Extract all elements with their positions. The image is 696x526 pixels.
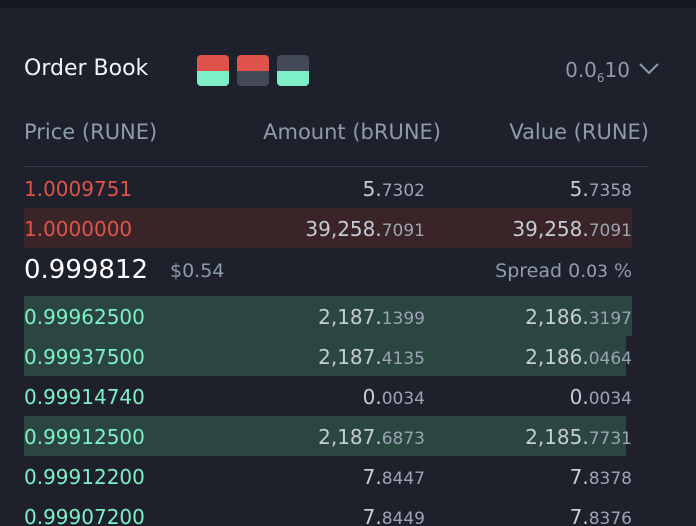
mid-price: 0.999812 <box>24 255 149 285</box>
value: 2,186.0464 <box>525 345 632 369</box>
value: 39,258.7091 <box>512 217 632 241</box>
depth-bar <box>24 208 632 248</box>
value: 0.0034 <box>570 385 632 409</box>
order-row: 1.0000000 39,258.7091 39,258.7091 <box>0 208 696 248</box>
depth-bar <box>24 336 626 376</box>
mid-row: 0.999812 $0.54 Spread 0.03 % <box>0 252 696 292</box>
order-row: 0.99912200 7.8447 7.8378 <box>0 456 696 496</box>
depth-bar <box>24 416 626 456</box>
spread-main: 0. <box>568 260 587 282</box>
price: 0.99912500 <box>24 425 145 449</box>
view-both[interactable] <box>197 55 229 86</box>
amount-main: 2,187. <box>318 305 382 329</box>
amount-main: 0. <box>362 385 382 409</box>
col-amount: Amount (bRUNE) <box>263 120 441 144</box>
spread-label: Spread <box>495 260 563 282</box>
spread-frac: 03 <box>586 262 608 282</box>
value-main: 2,185. <box>525 425 589 449</box>
value: 7.8378 <box>570 465 632 489</box>
value: 7.8376 <box>570 505 632 526</box>
precision-tail: 10 <box>604 58 630 82</box>
value-frac: 7358 <box>588 181 632 201</box>
value-main: 2,186. <box>525 305 589 329</box>
amount: 2,187.1399 <box>318 305 425 329</box>
amount-frac: 8447 <box>381 469 425 489</box>
spread: Spread 0.03 % <box>495 260 632 282</box>
value-frac: 7731 <box>588 429 632 449</box>
value-frac: 3197 <box>588 309 632 329</box>
price: 0.99937500 <box>24 345 145 369</box>
amount-frac: 0034 <box>381 389 425 409</box>
amount-main: 2,187. <box>318 425 382 449</box>
amount-frac: 8449 <box>381 509 425 526</box>
value-main: 39,258. <box>512 217 589 241</box>
col-price: Price (RUNE) <box>24 120 158 144</box>
order-row: 0.99962500 2,187.1399 2,186.3197 <box>0 296 696 336</box>
amount: 2,187.4135 <box>318 345 425 369</box>
value-main: 2,186. <box>525 345 589 369</box>
amount-main: 7. <box>362 465 382 489</box>
value-main: 7. <box>569 465 589 489</box>
title: Order Book <box>24 56 149 81</box>
precision-sub: 6 <box>596 71 605 85</box>
amount: 0.0034 <box>363 385 425 409</box>
value-frac: 8378 <box>588 469 632 489</box>
order-row: 0.99912500 2,187.6873 2,185.7731 <box>0 416 696 456</box>
value: 2,185.7731 <box>525 425 632 449</box>
depth-bar <box>24 296 632 336</box>
precision[interactable]: 0.0610 <box>565 58 630 85</box>
amount: 2,187.6873 <box>318 425 425 449</box>
amount-frac: 7302 <box>381 181 425 201</box>
order-row: 1.0009751 5.7302 5.7358 <box>0 178 696 208</box>
divider <box>24 166 648 167</box>
value-main: 5. <box>569 178 589 201</box>
price: 1.0009751 <box>24 178 133 201</box>
amount-main: 2,187. <box>318 345 382 369</box>
value-main: 7. <box>569 505 589 526</box>
value: 5.7358 <box>570 178 632 201</box>
order-row: 0.99937500 2,187.4135 2,186.0464 <box>0 336 696 376</box>
top-bar <box>0 0 696 8</box>
price: 0.99907200 <box>24 505 145 526</box>
view-asks[interactable] <box>237 55 269 86</box>
mid-usd: $0.54 <box>170 260 225 282</box>
amount: 5.7302 <box>363 178 425 201</box>
amount-main: 5. <box>362 178 382 201</box>
asks: 1.0009751 5.7302 5.7358 1.0000000 39,258.709… <box>0 178 696 248</box>
amount-main: 7. <box>362 505 382 526</box>
value-main: 0. <box>569 385 589 409</box>
amount-frac: 6873 <box>381 429 425 449</box>
price: 0.99962500 <box>24 305 145 329</box>
amount-frac: 4135 <box>381 349 425 369</box>
precision-lead: 0.0 <box>565 58 597 82</box>
spread-unit: % <box>613 260 632 282</box>
amount-frac: 1399 <box>381 309 425 329</box>
price: 1.0000000 <box>24 217 133 241</box>
view-bids[interactable] <box>277 55 309 86</box>
amount-frac: 7091 <box>381 221 425 241</box>
amount-main: 39,258. <box>305 217 382 241</box>
value-frac: 7091 <box>588 221 632 241</box>
value-frac: 8376 <box>588 509 632 526</box>
price: 0.99912200 <box>24 465 145 489</box>
order-row: 0.99907200 7.8449 7.8376 <box>0 496 696 526</box>
chevron[interactable] <box>638 62 660 76</box>
amount: 39,258.7091 <box>305 217 425 241</box>
bids: 0.99962500 2,187.1399 2,186.3197 0.99937500… <box>0 296 696 526</box>
price: 0.99914740 <box>24 385 145 409</box>
value: 2,186.3197 <box>525 305 632 329</box>
order-row: 0.99914740 0.0034 0.0034 <box>0 376 696 416</box>
value-frac: 0034 <box>588 389 632 409</box>
amount: 7.8449 <box>363 505 425 526</box>
amount: 7.8447 <box>363 465 425 489</box>
value-frac: 0464 <box>588 349 632 369</box>
col-value: Value (RUNE) <box>509 120 649 144</box>
